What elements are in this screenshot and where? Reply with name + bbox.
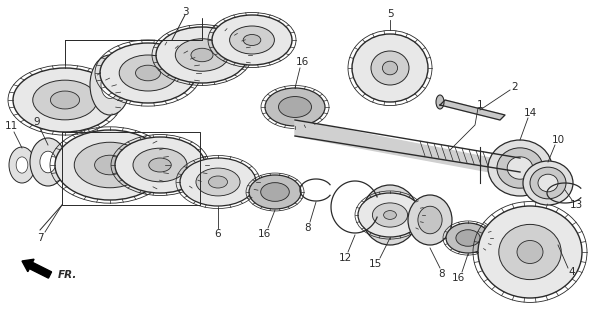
- Ellipse shape: [497, 148, 543, 188]
- Ellipse shape: [375, 198, 405, 231]
- Ellipse shape: [16, 157, 28, 173]
- Text: 12: 12: [339, 253, 352, 263]
- Ellipse shape: [50, 91, 80, 109]
- Polygon shape: [440, 100, 505, 120]
- Ellipse shape: [523, 161, 573, 205]
- Text: 9: 9: [34, 117, 40, 127]
- Ellipse shape: [149, 158, 171, 172]
- Ellipse shape: [446, 223, 490, 253]
- Ellipse shape: [212, 15, 292, 65]
- Ellipse shape: [499, 224, 561, 280]
- Ellipse shape: [100, 43, 196, 103]
- Ellipse shape: [384, 211, 397, 220]
- Ellipse shape: [408, 195, 452, 245]
- Ellipse shape: [456, 230, 480, 246]
- Text: 7: 7: [37, 233, 43, 243]
- Text: 1: 1: [477, 100, 483, 110]
- Ellipse shape: [13, 68, 117, 132]
- Ellipse shape: [156, 27, 248, 83]
- Ellipse shape: [507, 157, 533, 179]
- Text: 2: 2: [512, 82, 518, 92]
- Ellipse shape: [90, 55, 130, 115]
- Ellipse shape: [478, 206, 582, 298]
- Ellipse shape: [488, 140, 552, 196]
- Ellipse shape: [362, 185, 418, 245]
- Ellipse shape: [358, 193, 422, 237]
- Text: 4: 4: [569, 267, 575, 277]
- Ellipse shape: [249, 175, 301, 209]
- Ellipse shape: [371, 51, 409, 85]
- Text: 11: 11: [4, 121, 18, 131]
- Text: 16: 16: [452, 273, 465, 283]
- Ellipse shape: [352, 34, 428, 102]
- Ellipse shape: [180, 158, 256, 206]
- Ellipse shape: [135, 65, 161, 81]
- Ellipse shape: [176, 39, 229, 71]
- Text: 6: 6: [215, 229, 221, 239]
- Ellipse shape: [133, 148, 187, 182]
- Ellipse shape: [538, 174, 558, 192]
- Text: 8: 8: [305, 223, 311, 233]
- Ellipse shape: [418, 206, 442, 234]
- Text: 3: 3: [181, 7, 189, 17]
- Ellipse shape: [191, 48, 213, 62]
- Ellipse shape: [229, 26, 274, 54]
- Ellipse shape: [74, 142, 146, 188]
- Text: 5: 5: [387, 9, 394, 19]
- FancyArrow shape: [22, 259, 51, 278]
- Text: FR.: FR.: [58, 270, 77, 280]
- Ellipse shape: [372, 203, 408, 227]
- Ellipse shape: [95, 155, 125, 175]
- Text: 15: 15: [368, 259, 382, 269]
- Ellipse shape: [101, 71, 119, 99]
- Ellipse shape: [517, 241, 543, 263]
- Ellipse shape: [530, 167, 566, 199]
- Text: 13: 13: [569, 200, 583, 210]
- Ellipse shape: [436, 95, 444, 109]
- Ellipse shape: [243, 35, 261, 45]
- Ellipse shape: [265, 88, 325, 126]
- Ellipse shape: [209, 176, 228, 188]
- Polygon shape: [295, 120, 520, 174]
- Text: 10: 10: [551, 135, 564, 145]
- Ellipse shape: [382, 61, 398, 75]
- Ellipse shape: [30, 138, 66, 186]
- Ellipse shape: [9, 147, 35, 183]
- Ellipse shape: [119, 55, 177, 91]
- Ellipse shape: [33, 80, 98, 120]
- Text: 16: 16: [257, 229, 271, 239]
- Ellipse shape: [55, 130, 165, 200]
- Ellipse shape: [40, 151, 56, 173]
- Text: 8: 8: [439, 269, 445, 279]
- Ellipse shape: [115, 137, 205, 193]
- Text: 16: 16: [296, 57, 309, 67]
- Text: 14: 14: [524, 108, 537, 118]
- Ellipse shape: [196, 168, 240, 196]
- Ellipse shape: [261, 183, 290, 201]
- Ellipse shape: [278, 97, 311, 117]
